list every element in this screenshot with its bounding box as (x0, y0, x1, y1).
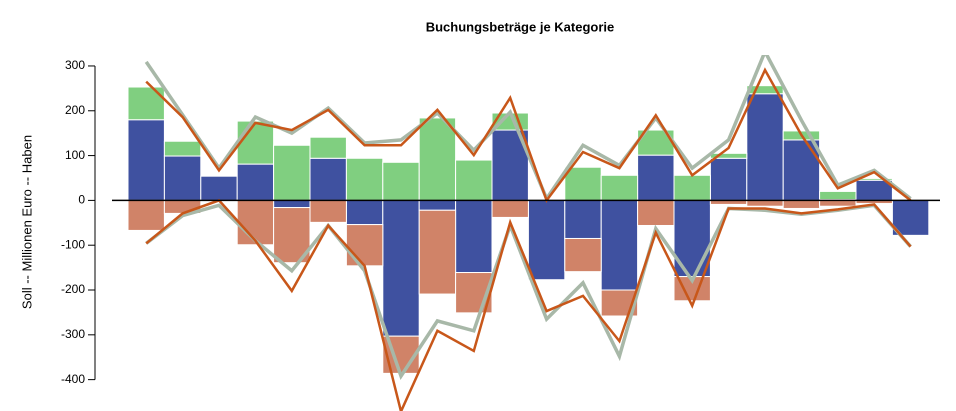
y-tick-label: -300 (61, 327, 85, 341)
line (145, 198, 912, 411)
bar (236, 199, 275, 246)
bar (564, 166, 602, 201)
bar (819, 199, 857, 207)
bar (273, 144, 311, 201)
bar (418, 209, 457, 295)
bar (527, 199, 566, 281)
bar (382, 199, 420, 337)
y-tick-label: -100 (61, 237, 85, 251)
bar (564, 199, 602, 239)
bar (600, 199, 639, 291)
bar (637, 154, 675, 201)
bar (491, 199, 529, 218)
bar (163, 155, 202, 201)
bar (819, 190, 857, 200)
y-tick-label: -400 (61, 372, 85, 386)
bar (345, 224, 384, 267)
chart-title: Buchungsbeträge je Kategorie (426, 19, 615, 34)
plot-area (127, 55, 930, 411)
y-axis-label: Soll -- Millionen Euro -- Haben (19, 135, 34, 309)
bar (163, 140, 202, 157)
bar (127, 199, 165, 231)
line (145, 67, 912, 204)
bar (345, 157, 384, 201)
bar (782, 139, 821, 201)
bar (637, 199, 675, 226)
bar (673, 174, 711, 201)
bar (746, 199, 784, 207)
bar (309, 136, 347, 159)
bar (746, 85, 784, 95)
bar (418, 117, 457, 201)
y-tick-label: -200 (61, 282, 85, 296)
bar (382, 161, 420, 201)
bar (127, 86, 165, 121)
line (145, 203, 912, 380)
bar (746, 93, 784, 201)
bar (782, 199, 821, 209)
bar (891, 199, 930, 236)
bar (309, 157, 347, 201)
y-tick-label: 200 (65, 103, 85, 117)
line (144, 55, 912, 203)
y-tick-label: 100 (65, 148, 85, 162)
bar (455, 199, 493, 274)
bar (309, 199, 347, 223)
bar (455, 159, 493, 201)
y-tick-label: 0 (78, 193, 85, 207)
bar (127, 119, 165, 201)
y-tick-label: 300 (65, 58, 85, 72)
bar (564, 237, 602, 273)
bar (709, 157, 748, 201)
bar (273, 199, 311, 209)
bar (236, 120, 275, 165)
bar (200, 175, 238, 201)
bar (236, 163, 275, 201)
bar (345, 199, 384, 226)
bar (418, 199, 457, 211)
bar (600, 174, 639, 201)
